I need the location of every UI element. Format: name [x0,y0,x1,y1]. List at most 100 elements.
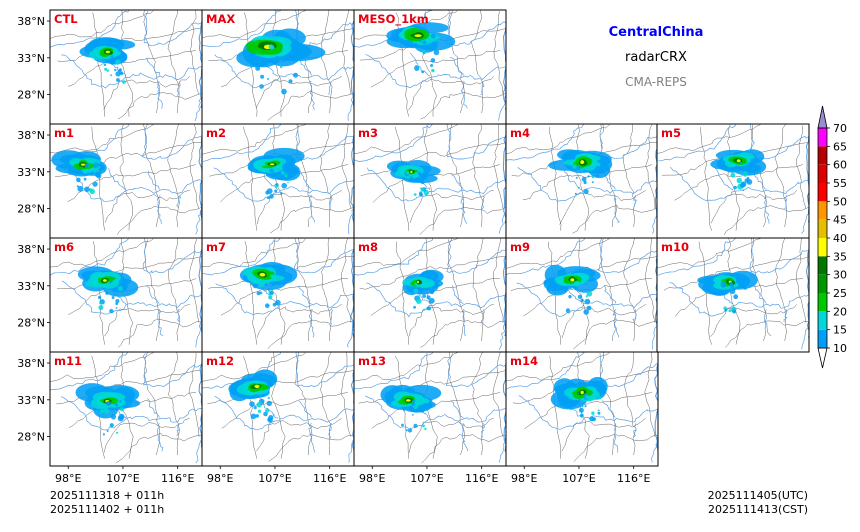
river [763,309,772,337]
river [480,81,485,95]
radar-echo [114,403,118,407]
province-border [657,238,761,269]
river [202,238,282,276]
radar-echo [270,163,275,165]
river [146,57,160,76]
radar-echo [103,408,110,414]
panel-label: m13 [358,354,386,368]
radar-echo [424,427,427,431]
province-border [50,352,154,382]
river [50,238,130,276]
province-border [168,238,180,342]
province-border [189,238,200,323]
province-border [189,124,200,209]
radar-echo [266,196,270,200]
map-background [506,238,658,352]
river [156,80,163,109]
province-border [341,10,352,95]
radar-echo [421,70,425,74]
river [603,285,616,304]
radar-echo [92,181,98,187]
province-border [447,353,465,456]
river [146,285,160,304]
province-border [774,124,788,228]
radar-echo [119,400,122,403]
province-border [340,352,352,437]
province-border [775,238,787,342]
radar-echo [586,305,592,311]
lon-tick-label: 107°E [258,472,291,485]
radar-echo [433,49,440,56]
river [50,352,130,391]
radar-echo [574,192,578,195]
lat-tick-label: 33°N [17,166,45,179]
river [202,10,282,48]
river [449,56,464,76]
colorbar-tick-label: 35 [833,250,847,263]
province-border [103,417,190,453]
radar-echo [591,176,595,179]
lat-tick-label: 33°N [17,52,45,65]
radar-echo [732,309,737,314]
river [108,168,127,191]
radar-echo [431,68,435,73]
radar-echo [568,295,572,299]
radar-echo [422,174,428,180]
radar-echo [271,283,275,287]
radar-echo [730,284,734,289]
province-border [167,124,180,228]
radar-echo [409,176,414,181]
radar-echo [597,411,601,415]
colorbar-bin [818,201,827,220]
river [670,166,809,201]
province-border [420,92,506,120]
radar-echo [575,165,581,171]
province-border [561,304,646,339]
radar-echo [730,172,736,178]
province-border [419,206,506,235]
river [297,57,312,76]
panel-label: m4 [510,126,530,140]
map-background [657,124,809,238]
river [632,309,637,324]
province-border [256,418,342,452]
radar-echo [114,68,117,72]
river [748,124,809,160]
province-border [354,124,458,155]
river [308,423,316,453]
province-border [117,318,202,348]
radar-echo [597,409,600,412]
radar-echo [266,77,270,81]
province-border [143,10,160,114]
radar-echo [420,193,424,196]
radar-echo [83,177,87,181]
province-border [104,189,190,223]
river [366,282,506,318]
province-border [408,417,494,453]
radar-echo [253,406,257,410]
radar-echo [280,192,283,195]
province-border [674,164,803,201]
river [215,283,354,315]
panel-label: MESO_1km [358,12,429,27]
river [354,352,434,390]
radar-echo [596,162,601,167]
radar-echo [580,390,584,394]
radar-echo [736,177,742,184]
province-border [506,238,610,269]
radar-echo [423,292,426,294]
province-border [724,205,809,235]
radar-echo [279,65,283,69]
colorbar-tick-label: 30 [833,269,847,282]
province-border [244,241,257,345]
map-background [506,124,658,238]
coastline [805,248,809,338]
radar-echo [269,194,274,199]
radar-echo [591,411,595,415]
province-border [50,238,154,268]
river [61,54,202,89]
radar-echo [99,409,105,414]
river [176,423,180,436]
river [783,195,788,209]
radar-echo [77,185,84,192]
